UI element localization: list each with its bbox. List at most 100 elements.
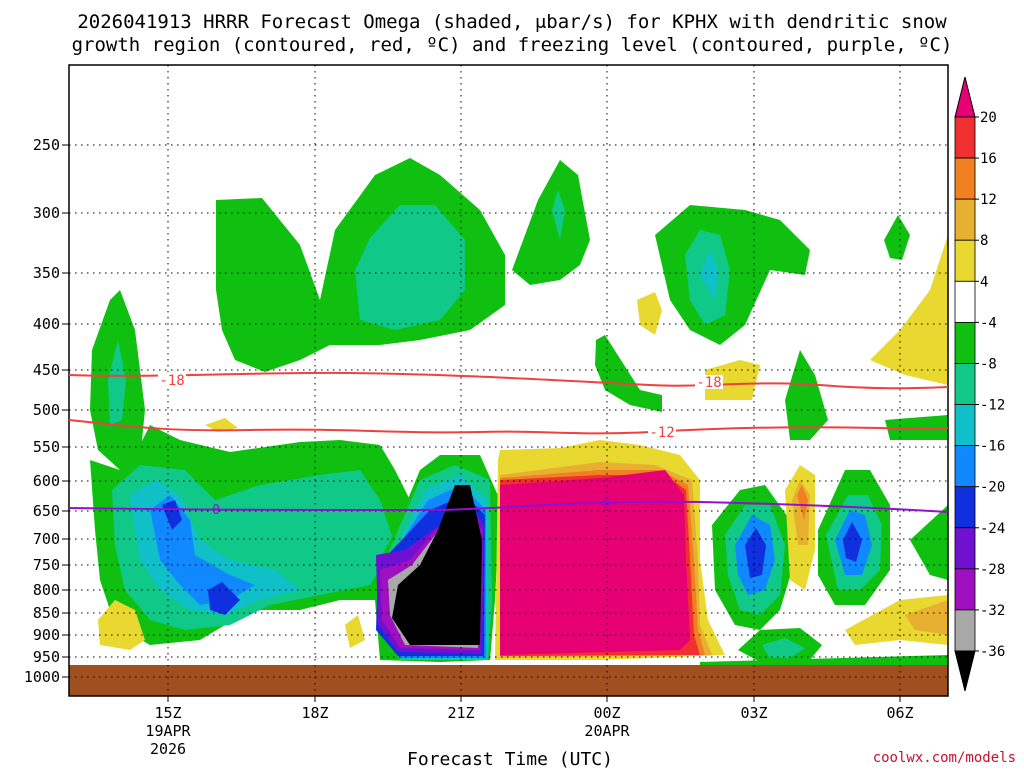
grid <box>69 65 948 696</box>
y-tick-label: 850 <box>33 604 60 622</box>
omega-region-upper-right-cyan <box>700 250 718 300</box>
contour-label-minus18-a-bg <box>158 372 186 386</box>
colorbar-label: -24 <box>980 521 1005 537</box>
x-tick-label: 00Z <box>593 704 620 722</box>
colorbar-band <box>954 527 976 570</box>
x-tick-year: 2026 <box>150 740 186 758</box>
colorbar-label: 12 <box>980 192 997 208</box>
colorbar-label: -12 <box>980 398 1005 414</box>
y-tick-label: 400 <box>33 315 60 333</box>
colorbar-label: -20 <box>980 480 1005 496</box>
colorbar-bottom-arrow <box>954 650 976 692</box>
x-tick-label: 21Z <box>447 704 474 722</box>
y-tick-label: 250 <box>33 136 60 154</box>
y-axis-ticks: 250 300 350 400 450 500 550 600 650 700 750 800 850 9… <box>24 136 69 686</box>
omega-region-upper-yellow <box>637 292 662 335</box>
contour-label-freezing-a: 0 <box>212 503 220 518</box>
y-tick-label: 600 <box>33 472 60 490</box>
omega-region-bottom-green-strip <box>700 655 948 665</box>
omega-region-left-yellow-small <box>345 615 365 648</box>
colorbar-label: -28 <box>980 562 1005 578</box>
y-tick-label: 500 <box>33 401 60 419</box>
colorbar-band <box>954 198 976 241</box>
omega-region-bottom-teal-right <box>762 638 805 658</box>
colorbar: 20 16 12 8 4 -4 -8 -12 -16 -20 -24 -28 -32 -36 <box>954 76 1005 692</box>
omega-region-right-dblue-a <box>745 528 766 578</box>
y-tick-label: 300 <box>33 204 60 222</box>
x-tick-date: 19APR <box>145 722 191 740</box>
omega-region-mid-green-a <box>595 335 662 412</box>
contour-label-minus18-b-bg <box>695 375 723 389</box>
contour-label-minus12: -12 <box>649 425 674 441</box>
colorbar-label: 4 <box>980 274 988 290</box>
colorbar-band <box>954 404 976 447</box>
colorbar-label: -16 <box>980 439 1005 455</box>
y-tick-label: 1000 <box>24 668 60 686</box>
y-tick-label: 800 <box>33 581 60 599</box>
omega-region-upper-left-teal <box>355 205 465 330</box>
omega-region-lower-left-dblue-b <box>208 582 240 615</box>
y-tick-label: 950 <box>33 648 60 666</box>
y-tick-label: 650 <box>33 502 60 520</box>
contour-label-minus18-b: -18 <box>696 375 721 391</box>
contours: -18 -18 -12 0 0 <box>68 371 949 518</box>
y-tick-label: 750 <box>33 556 60 574</box>
colorbar-label: 16 <box>980 151 997 167</box>
omega-region-right-deep-orange-col <box>797 485 808 520</box>
y-tick-label: 700 <box>33 530 60 548</box>
colorbar-band <box>954 445 976 488</box>
omega-region-mid-green-b <box>785 350 828 440</box>
omega-region-upper-far-right <box>884 215 910 260</box>
colorbar-band <box>954 280 976 323</box>
contour-label-freezing-b: 0 <box>602 497 610 512</box>
omega-shading <box>69 158 948 696</box>
ground-surface <box>69 665 948 696</box>
omega-region-far-right-green <box>910 505 948 580</box>
omega-region-mid-yellow <box>705 360 760 400</box>
omega-region-left-yellow <box>98 600 145 650</box>
credit-text: coolwx.com/models <box>873 750 1016 766</box>
contour-line-freezing <box>68 500 949 513</box>
colorbar-band <box>954 609 976 652</box>
colorbar-band <box>954 116 976 159</box>
contour-label-minus18-a: -18 <box>159 373 184 389</box>
omega-region-lower-left-dblue-a <box>162 500 182 530</box>
plot-frame <box>68 64 949 697</box>
contour-line-minus12 <box>68 419 949 435</box>
omega-region-center-black <box>392 485 482 645</box>
contour-label-minus12-bg <box>648 425 676 439</box>
colorbar-band <box>954 486 976 529</box>
omega-region-left-tower-teal <box>108 340 126 425</box>
colorbar-label: -8 <box>980 356 997 372</box>
colorbar-label: -36 <box>980 644 1005 660</box>
omega-region-bottom-amber-right <box>905 600 948 635</box>
x-tick-label: 15Z <box>154 704 181 722</box>
colorbar-top-arrow <box>954 76 976 118</box>
y-tick-label: 900 <box>33 626 60 644</box>
omega-region-bottom-yellow-right <box>845 595 948 645</box>
omega-region-mid-yellow-small <box>205 418 238 432</box>
omega-region-upper-mid-teal <box>552 190 565 240</box>
colorbar-band <box>954 321 976 364</box>
colorbar-band <box>954 363 976 405</box>
x-tick-date: 20APR <box>584 722 630 740</box>
x-tick-label: 03Z <box>740 704 767 722</box>
x-tick-label: 06Z <box>886 704 913 722</box>
omega-region-rising-pink <box>500 470 690 655</box>
colorbar-label: -4 <box>980 315 997 331</box>
x-axis-label: Forecast Time (UTC) <box>407 749 613 768</box>
omega-region-upper-mid <box>512 160 590 285</box>
colorbar-band <box>954 157 976 200</box>
y-tick-label: 450 <box>33 361 60 379</box>
omega-region-right-yellow <box>870 235 948 385</box>
chart-title-line1: 2026041913 HRRR Forecast Omega (shaded, … <box>77 11 947 33</box>
y-tick-label: 550 <box>33 438 60 456</box>
omega-region-upper-right <box>655 205 810 345</box>
colorbar-label: 20 <box>980 110 997 126</box>
x-tick-label: 18Z <box>301 704 328 722</box>
contour-line-minus18 <box>68 371 949 390</box>
chart-title-line2: growth region (contoured, red, ºC) and f… <box>72 34 953 56</box>
